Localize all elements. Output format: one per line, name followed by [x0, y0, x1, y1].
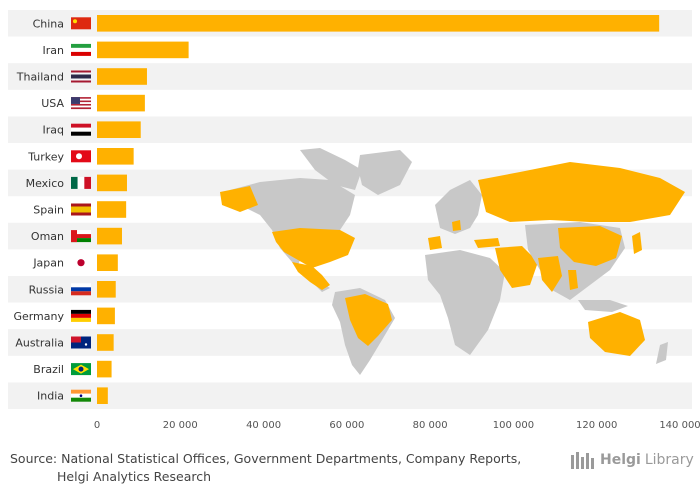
jp-flag-icon — [71, 256, 91, 269]
bar-japan[interactable] — [97, 254, 118, 271]
category-label: Oman — [31, 230, 64, 243]
category-label: Japan — [32, 257, 64, 270]
map-europe — [435, 180, 482, 234]
cn-flag-icon — [71, 17, 91, 30]
tr-flag-icon — [71, 150, 91, 163]
bar-russia[interactable] — [97, 281, 116, 298]
bar-china[interactable] — [97, 15, 660, 32]
brand-logo[interactable]: Helgi Library — [570, 448, 694, 472]
category-label: Brazil — [33, 363, 64, 376]
bar-spain[interactable] — [97, 201, 127, 218]
x-tick-label: 60 000 — [329, 420, 364, 431]
library-logo-icon — [571, 452, 594, 469]
bar-iran[interactable] — [97, 41, 189, 59]
map-indonesia — [578, 300, 628, 312]
map-new-zealand — [656, 342, 668, 364]
x-tick-label: 80 000 — [413, 420, 448, 431]
map-spain — [428, 236, 442, 250]
category-label: Turkey — [27, 150, 64, 163]
x-tick-label: 40 000 — [246, 420, 281, 431]
map-germany — [452, 220, 461, 231]
category-label: India — [37, 390, 64, 403]
map-brazil — [345, 294, 392, 346]
map-thailand — [568, 270, 578, 290]
category-label: USA — [41, 97, 64, 110]
category-label: Iran — [43, 44, 65, 57]
map-mexico — [292, 262, 330, 290]
in-flag-icon — [71, 389, 91, 402]
bar-oman[interactable] — [97, 227, 122, 245]
map-greenland — [358, 150, 412, 195]
bar-iraq[interactable] — [97, 121, 141, 138]
map-middle-east — [495, 246, 538, 288]
om-flag-icon — [71, 230, 91, 243]
us-flag-icon — [71, 97, 91, 110]
map-russia — [478, 162, 685, 222]
es-flag-icon — [71, 203, 91, 216]
brand-name-part1: Helgi — [600, 452, 641, 468]
bar-india[interactable] — [97, 387, 108, 404]
source-line-2: Helgi Analytics Research — [57, 469, 212, 484]
bar-thailand[interactable] — [97, 68, 147, 85]
au-flag-icon — [71, 336, 91, 349]
bar-chart: China Iran Thailand USA Iraq Turkey Mexico Spai… — [8, 10, 700, 431]
x-tick-label: 100 000 — [493, 420, 534, 431]
world-map — [220, 148, 685, 375]
x-tick-label: 140 000 — [659, 420, 700, 431]
map-japan — [632, 232, 642, 254]
ir-flag-icon — [71, 43, 91, 56]
ru-flag-icon — [71, 283, 91, 296]
category-label: Thailand — [16, 71, 64, 84]
bar-mexico[interactable] — [97, 174, 127, 192]
source-note: Source: National Statistical Offices, Go… — [10, 450, 550, 486]
br-flag-icon — [71, 363, 91, 376]
map-china — [558, 226, 622, 266]
bar-usa[interactable] — [97, 94, 145, 112]
map-turkey — [474, 238, 500, 248]
bar-brazil[interactable] — [97, 360, 112, 378]
category-label: Spain — [33, 204, 64, 217]
category-label: Iraq — [43, 124, 65, 137]
category-label: Russia — [29, 283, 64, 296]
source-line-1: Source: National Statistical Offices, Go… — [10, 451, 522, 466]
map-india — [538, 256, 562, 292]
map-alaska — [220, 186, 258, 212]
x-tick-label: 20 000 — [163, 420, 198, 431]
bar-turkey[interactable] — [97, 148, 134, 165]
map-canada-east — [300, 148, 362, 190]
map-australia — [588, 312, 645, 356]
category-label: China — [33, 17, 64, 30]
category-label: Germany — [13, 310, 64, 323]
de-flag-icon — [71, 309, 91, 322]
x-tick-label: 120 000 — [576, 420, 617, 431]
bar-australia[interactable] — [97, 334, 114, 351]
map-usa — [272, 228, 355, 268]
brand-name-part2: Library — [644, 452, 694, 468]
category-label: Australia — [15, 337, 64, 350]
bar-germany[interactable] — [97, 307, 115, 325]
map-africa — [425, 250, 505, 355]
th-flag-icon — [71, 70, 91, 83]
row-band — [8, 382, 692, 409]
mx-flag-icon — [71, 176, 91, 189]
x-tick-label: 0 — [94, 420, 100, 431]
iq-flag-icon — [71, 123, 91, 136]
category-label: Mexico — [26, 177, 65, 190]
